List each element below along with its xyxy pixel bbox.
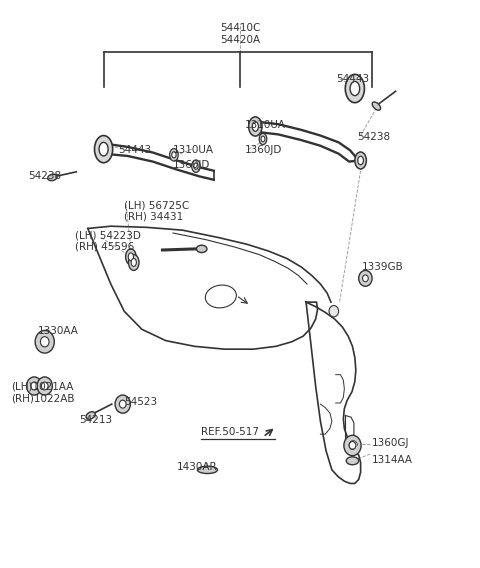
Ellipse shape [48, 174, 57, 181]
Text: 54443: 54443 [118, 145, 151, 155]
Text: 54213: 54213 [80, 415, 113, 425]
Circle shape [115, 395, 131, 413]
Text: 54443: 54443 [336, 74, 369, 85]
Circle shape [329, 306, 338, 317]
Ellipse shape [249, 117, 262, 136]
Text: 54523: 54523 [124, 398, 157, 407]
Ellipse shape [172, 152, 176, 158]
Ellipse shape [252, 122, 258, 131]
Circle shape [40, 337, 49, 347]
Text: 1360JD: 1360JD [173, 161, 210, 170]
Text: 1314AA: 1314AA [372, 455, 413, 465]
Ellipse shape [192, 160, 200, 172]
Text: (LH)1021AA
(RH)1022AB: (LH)1021AA (RH)1022AB [11, 382, 75, 403]
Circle shape [349, 441, 356, 449]
Circle shape [120, 400, 126, 408]
Text: 1360GJ: 1360GJ [372, 438, 409, 448]
Ellipse shape [194, 163, 198, 169]
Text: REF.50-517: REF.50-517 [201, 427, 259, 437]
Text: 1310UA: 1310UA [245, 120, 286, 130]
Ellipse shape [197, 466, 217, 474]
Ellipse shape [129, 254, 139, 270]
Ellipse shape [261, 136, 265, 142]
Ellipse shape [350, 81, 360, 95]
Ellipse shape [346, 457, 359, 465]
Circle shape [37, 377, 52, 395]
Ellipse shape [355, 152, 366, 169]
Ellipse shape [259, 133, 267, 145]
Ellipse shape [131, 258, 136, 266]
Circle shape [35, 331, 54, 353]
Text: 1360JD: 1360JD [245, 145, 282, 155]
Text: 54238: 54238 [28, 170, 61, 181]
Ellipse shape [95, 136, 113, 163]
Text: 54410C
54420A: 54410C 54420A [220, 23, 260, 45]
Circle shape [344, 435, 361, 456]
Ellipse shape [128, 253, 133, 261]
Circle shape [26, 377, 42, 395]
Circle shape [362, 275, 368, 282]
Circle shape [41, 382, 48, 390]
Text: 1310UA: 1310UA [173, 145, 214, 155]
Circle shape [31, 382, 37, 390]
Text: (LH) 54223D
(RH) 45596: (LH) 54223D (RH) 45596 [75, 230, 141, 252]
Ellipse shape [99, 143, 108, 156]
Text: (LH) 56725C
(RH) 34431: (LH) 56725C (RH) 34431 [124, 200, 190, 222]
Ellipse shape [196, 245, 207, 253]
Ellipse shape [372, 102, 381, 110]
Circle shape [359, 270, 372, 286]
Text: 1330AA: 1330AA [38, 327, 79, 336]
Ellipse shape [126, 249, 136, 265]
Ellipse shape [345, 74, 364, 103]
Ellipse shape [169, 149, 178, 161]
Ellipse shape [86, 412, 95, 419]
Text: 1339GB: 1339GB [362, 262, 404, 273]
Ellipse shape [205, 285, 236, 308]
Text: 1430AR: 1430AR [177, 462, 217, 473]
Text: 54238: 54238 [357, 132, 390, 142]
Ellipse shape [358, 156, 363, 165]
